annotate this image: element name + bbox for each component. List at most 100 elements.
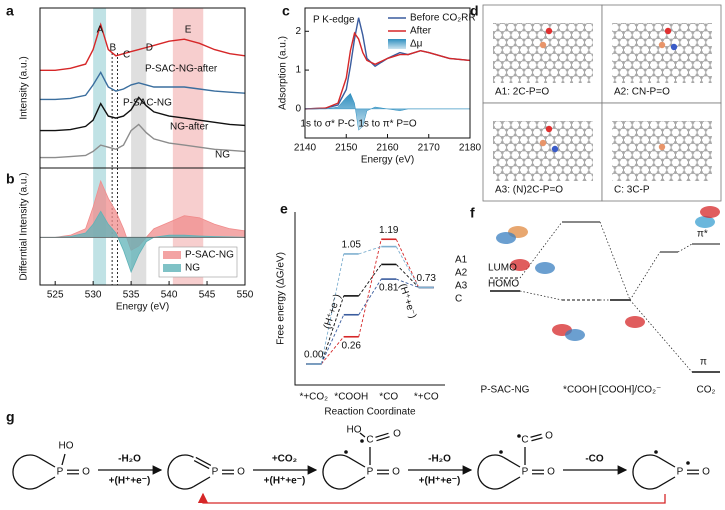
orbital-lobe bbox=[535, 262, 555, 274]
atom-label: O bbox=[545, 431, 553, 442]
x-tick-label: 545 bbox=[199, 290, 216, 301]
connector bbox=[358, 246, 382, 255]
legend-label: C bbox=[455, 294, 462, 305]
bond bbox=[359, 432, 366, 438]
column-label: [COOH]/CO₂⁻ bbox=[599, 385, 662, 396]
orbital-lobe bbox=[496, 232, 516, 244]
structure-label: A1: 2C-P=O bbox=[495, 87, 549, 98]
x-axis-label: Energy (eV) bbox=[361, 155, 414, 166]
panel-label: g bbox=[6, 409, 15, 425]
bond bbox=[193, 460, 210, 470]
orbital-lobe bbox=[510, 259, 530, 271]
x-tick-label: 530 bbox=[85, 290, 102, 301]
legend-label: NG bbox=[185, 263, 200, 274]
annotation: 1s to σ* P-C bbox=[300, 119, 355, 130]
bond bbox=[348, 476, 366, 488]
level-label: π* bbox=[697, 229, 708, 240]
x-tick-label: *+CO bbox=[414, 392, 439, 403]
y-axis-label: Differntial Intensity (a.u.) bbox=[19, 172, 30, 280]
structure-label: C: 3C-P bbox=[614, 185, 650, 196]
series-label: P-SAC-NG-after bbox=[145, 64, 218, 75]
connector bbox=[320, 295, 345, 365]
annotation: 1s to π* P=O bbox=[358, 119, 417, 130]
bond bbox=[61, 453, 66, 466]
atom-label: O bbox=[702, 467, 710, 478]
connector bbox=[320, 336, 345, 365]
connector bbox=[358, 278, 382, 315]
radical bbox=[499, 450, 503, 454]
x-tick-label: 540 bbox=[161, 290, 178, 301]
bond bbox=[530, 433, 542, 438]
radical bbox=[517, 434, 521, 438]
bond bbox=[375, 432, 389, 438]
atom bbox=[539, 41, 547, 49]
atom-label: O bbox=[393, 429, 401, 440]
x-axis-label: Reaction Coordinate bbox=[324, 407, 416, 418]
radical bbox=[654, 450, 658, 454]
series-line bbox=[304, 17, 471, 110]
series-line bbox=[304, 31, 471, 110]
step-label: +CO₂ bbox=[272, 454, 297, 465]
y-tick-label: 2 bbox=[295, 26, 301, 37]
bond bbox=[195, 456, 212, 466]
orbital-line bbox=[599, 221, 631, 301]
ring bbox=[477, 454, 504, 490]
panel-label: e bbox=[280, 201, 288, 217]
value-label: 0.73 bbox=[417, 273, 437, 284]
y-axis-label: Adsorption (a.u.) bbox=[278, 36, 289, 110]
connector bbox=[395, 239, 420, 288]
x-tick-label: 2180 bbox=[459, 143, 482, 154]
step-label: -H₂O bbox=[118, 454, 141, 465]
atom-label: C bbox=[366, 435, 373, 446]
legend-label: P-SAC-NG bbox=[185, 250, 234, 261]
radical bbox=[344, 450, 348, 454]
y-tick-label: 0 bbox=[295, 104, 301, 115]
panel-label: b bbox=[6, 171, 15, 187]
orbital-lobe bbox=[695, 216, 715, 228]
atom bbox=[551, 145, 559, 153]
atom-label: P bbox=[212, 467, 219, 478]
annotation: B bbox=[110, 43, 117, 54]
series-line bbox=[40, 22, 246, 71]
panel-label: c bbox=[282, 3, 290, 19]
ring bbox=[167, 454, 194, 490]
connector bbox=[396, 278, 419, 288]
atom bbox=[545, 125, 553, 133]
level-label: π bbox=[700, 357, 707, 368]
annotation: C bbox=[123, 50, 130, 61]
atom-label: P bbox=[677, 467, 684, 478]
label-bg bbox=[610, 183, 690, 196]
y-axis-label: Intensity (a.u.) bbox=[19, 56, 30, 119]
bond bbox=[658, 476, 676, 488]
step-label: +(H⁺+e⁻) bbox=[109, 476, 151, 487]
legend-label: A1 bbox=[455, 255, 468, 266]
orbital-lobe bbox=[700, 206, 720, 218]
legend-label: A2 bbox=[455, 268, 468, 279]
bond bbox=[503, 476, 521, 488]
connector bbox=[320, 314, 345, 365]
x-tick-label: *CO bbox=[379, 392, 398, 403]
atom-label: O bbox=[82, 467, 90, 478]
value-label: 0.81 bbox=[379, 283, 399, 294]
annotation: (H⁺+e⁻) bbox=[322, 293, 344, 330]
legend-swatch bbox=[163, 264, 181, 272]
panel-label: f bbox=[470, 205, 475, 221]
column-label: P-SAC-NG bbox=[481, 385, 530, 396]
orbital-line bbox=[629, 251, 661, 301]
atom bbox=[545, 27, 553, 35]
value-label: 1.05 bbox=[342, 240, 362, 251]
atom-label: HO bbox=[347, 425, 362, 436]
value-label: 1.19 bbox=[379, 225, 399, 236]
graphene-sheet bbox=[493, 23, 593, 83]
panel-label: d bbox=[470, 3, 479, 19]
x-tick-label: 550 bbox=[237, 290, 254, 301]
column-label: CO₂ bbox=[697, 385, 716, 396]
orbital-line bbox=[629, 299, 693, 373]
shaded-band bbox=[131, 8, 147, 168]
atom bbox=[664, 27, 672, 35]
shaded-band bbox=[93, 8, 107, 168]
atom-label: O bbox=[547, 467, 555, 478]
legend-label: A3 bbox=[455, 281, 468, 292]
bond bbox=[38, 456, 56, 468]
